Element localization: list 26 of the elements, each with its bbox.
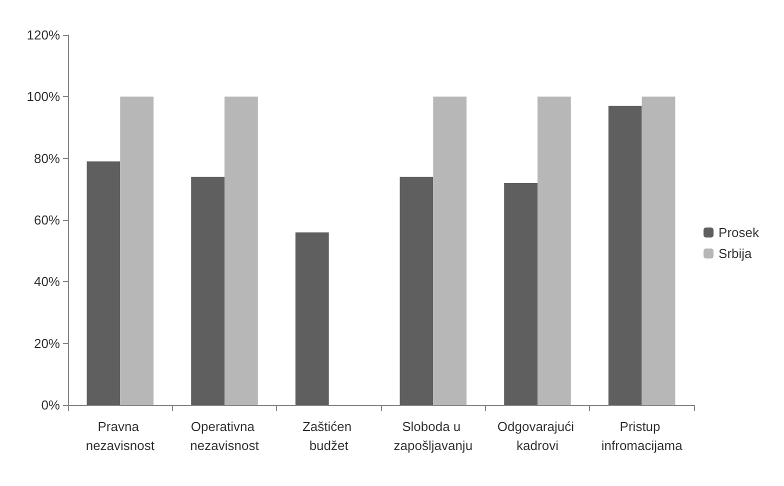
bar xyxy=(191,176,224,405)
bar xyxy=(642,96,676,405)
y-tick-label: 80% xyxy=(34,150,60,166)
x-tick-label: Operativna nezavisnost xyxy=(190,419,260,453)
bar xyxy=(295,232,329,405)
y-tick-label: 100% xyxy=(26,89,60,104)
legend-label: Prosek xyxy=(718,225,760,240)
bar xyxy=(86,161,120,405)
y-tick-label: 120% xyxy=(26,28,60,42)
y-tick-label: 40% xyxy=(34,274,60,290)
bar xyxy=(504,183,538,405)
bar xyxy=(120,96,154,405)
x-tick-label: Pravna nezavisnost xyxy=(86,419,155,453)
x-tick-label: Sloboda u zapošljavanju xyxy=(394,419,473,453)
y-tick-label: 0% xyxy=(41,398,60,412)
bar xyxy=(400,176,434,405)
x-tick-label: Odgovarajući kadrovi xyxy=(497,419,578,453)
y-tick-label: 60% xyxy=(34,212,60,228)
bar xyxy=(224,96,258,405)
bar xyxy=(433,96,467,405)
x-tick-label: Pristup infromacijama xyxy=(601,419,684,453)
x-tick-label: Zaštićen budžet xyxy=(302,419,356,453)
legend-label: Srbija xyxy=(718,246,753,261)
bar xyxy=(608,106,642,405)
y-tick-label: 20% xyxy=(34,336,60,351)
bar xyxy=(538,96,571,405)
